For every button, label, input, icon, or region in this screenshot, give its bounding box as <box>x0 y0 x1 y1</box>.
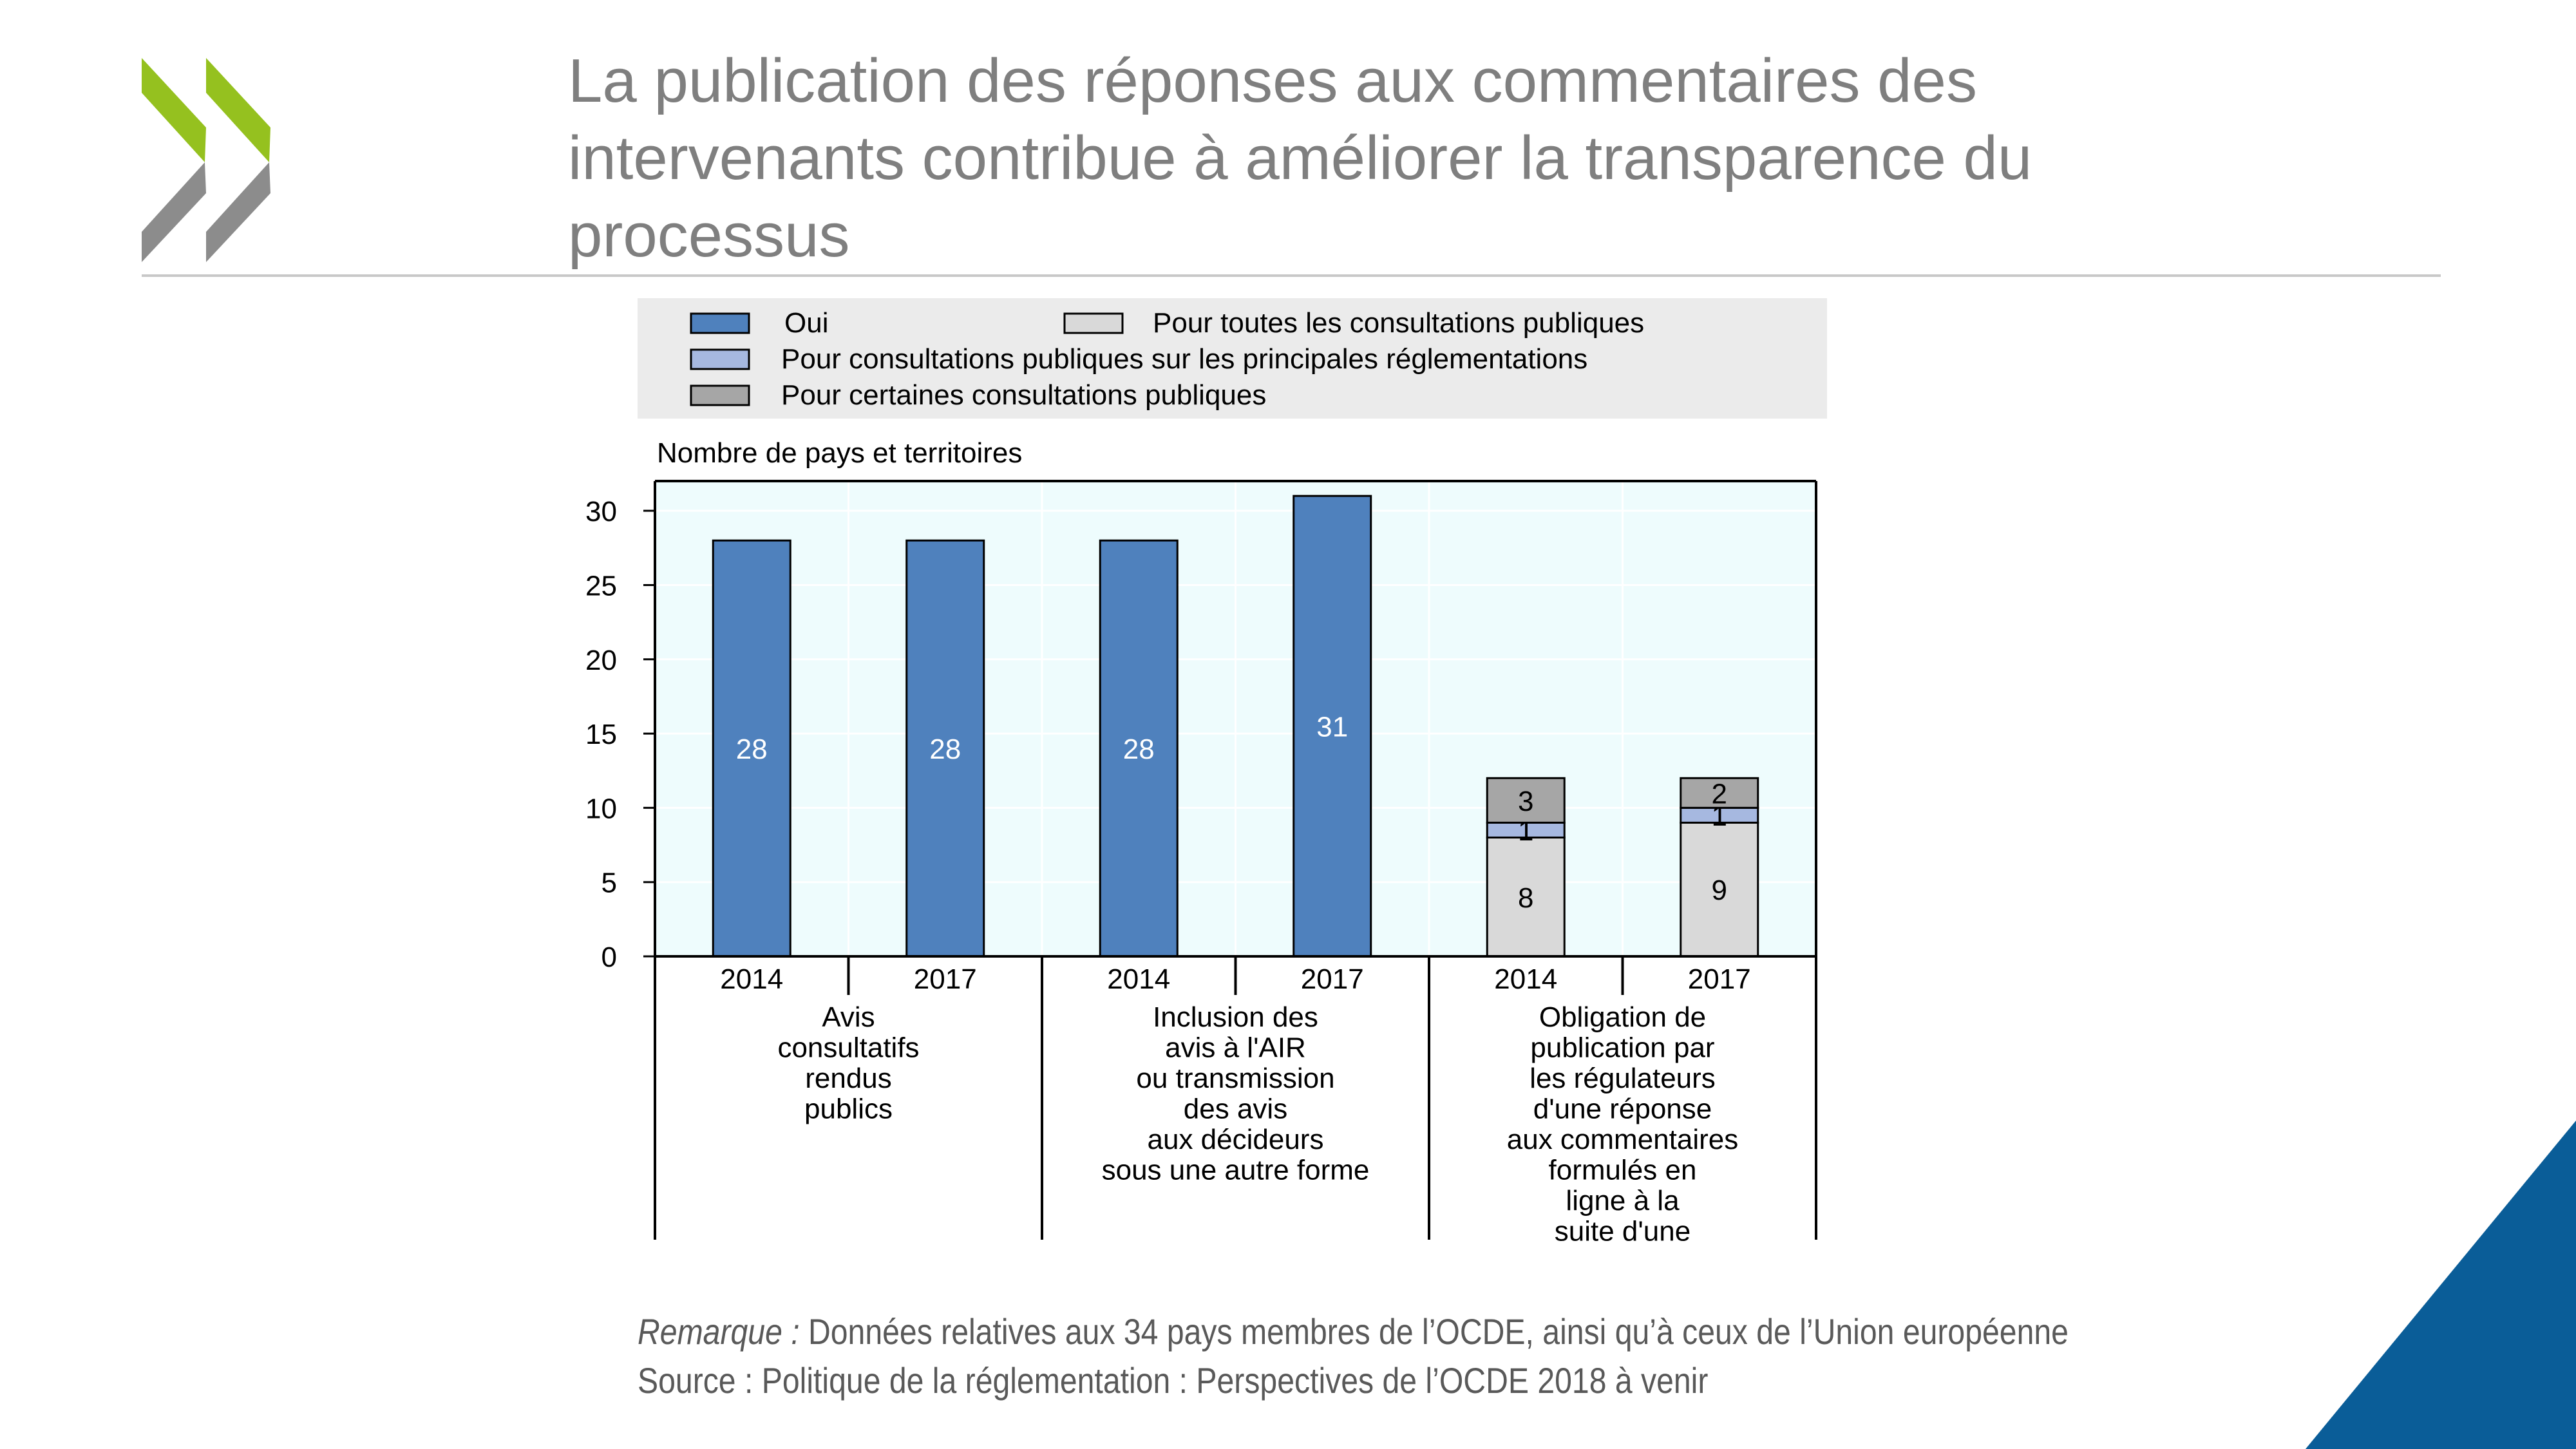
bar-segment <box>1680 821 1759 958</box>
legend-label: Pour consultations publiques sur les pri… <box>781 343 1587 375</box>
corner-triangle <box>2306 1121 2576 1449</box>
data-label: 8 <box>1518 882 1533 914</box>
data-label: 2 <box>1712 778 1727 810</box>
legend-label: Oui <box>784 307 828 339</box>
x-tick-label: 2017 <box>1301 963 1364 995</box>
logo-chevron-green-2 <box>206 58 270 162</box>
oecd-logo <box>135 58 277 267</box>
y-tick-label: 5 <box>601 867 617 899</box>
group-label-line: publication par <box>1530 1032 1714 1064</box>
group-label-line: aux commentaires <box>1507 1124 1738 1155</box>
x-tick-label: 2017 <box>1688 963 1751 995</box>
group-label-line: ligne à la <box>1566 1185 1680 1217</box>
x-tick-label: 2014 <box>1494 963 1557 995</box>
bar-segment <box>1486 777 1566 824</box>
group-label-line: aux décideurs <box>1148 1124 1324 1155</box>
x-tick-label: 2017 <box>914 963 977 995</box>
y-tick-label: 25 <box>585 570 617 601</box>
group-label-line: formulés en <box>1549 1155 1697 1186</box>
legend-background <box>638 298 1827 419</box>
note-line: Remarque : Données relatives aux 34 pays… <box>638 1307 2069 1356</box>
y-tick-label: 10 <box>585 793 617 824</box>
legend-swatch <box>690 384 750 406</box>
group-label-line: les régulateurs <box>1530 1063 1716 1094</box>
x-tick-label: 2014 <box>1107 963 1170 995</box>
legend-label: Pour toutes les consultations publiques <box>1153 307 1644 339</box>
y-tick-label: 15 <box>585 719 617 750</box>
bar-segment <box>1680 777 1759 809</box>
group-label-line: suite d'une <box>1555 1216 1690 1247</box>
logo-chevron-grey-2 <box>206 162 270 262</box>
y-tick-label: 20 <box>585 645 617 676</box>
legend-label: Pour certaines consultations publiques <box>781 379 1266 411</box>
group-label-line: sous une autre forme <box>1102 1155 1370 1186</box>
legend-swatch <box>690 348 750 370</box>
data-label: 9 <box>1712 875 1727 906</box>
note-label: Remarque : <box>638 1311 800 1352</box>
slide-title: La publication des réponses aux commenta… <box>568 46 2032 270</box>
group-label-line: consultatifs <box>777 1032 919 1064</box>
y-tick-label: 30 <box>585 496 617 527</box>
legend: Oui Pour toutes les consultations publiqu… <box>638 298 1827 419</box>
data-label: 28 <box>929 734 961 765</box>
data-label: 28 <box>1123 734 1155 765</box>
group-label-line: d'une réponse <box>1533 1094 1712 1125</box>
bar-segment <box>1293 495 1372 958</box>
bar-segment <box>1099 539 1179 958</box>
plot-area: 0510152025302820142820172820143120178132… <box>585 480 1817 1247</box>
group-label-line: Inclusion des <box>1153 1001 1318 1033</box>
y-axis-label: Nombre de pays et territoires <box>657 437 1022 469</box>
group-label-line: Obligation de <box>1539 1001 1706 1033</box>
group-label-line: publics <box>804 1094 893 1125</box>
group-label-line: Avis <box>822 1001 875 1033</box>
bar-segment <box>1486 837 1566 958</box>
notes: Remarque : Données relatives aux 34 pays… <box>638 1307 2069 1405</box>
data-label: 28 <box>736 734 768 765</box>
legend-swatch <box>1063 312 1124 334</box>
logo-chevron-green-1 <box>142 58 206 162</box>
group-label-line: rendus <box>805 1063 892 1094</box>
title-divider <box>142 274 2441 277</box>
data-label: 3 <box>1518 786 1533 817</box>
legend-swatch <box>690 312 750 334</box>
chart: Oui Pour toutes les consultations publiqu… <box>585 298 1827 1247</box>
group-label-line: ou transmission <box>1136 1063 1334 1094</box>
logo-chevron-grey-1 <box>142 162 206 262</box>
note-text: Données relatives aux 34 pays membres de… <box>799 1311 2069 1352</box>
source-line: Source : Politique de la réglementation … <box>638 1360 1709 1401</box>
y-tick-label: 0 <box>601 942 617 973</box>
group-label-line: des avis <box>1184 1094 1287 1125</box>
bar-segment <box>712 539 791 958</box>
x-tick-label: 2014 <box>720 963 783 995</box>
data-label: 31 <box>1316 712 1348 743</box>
group-label-line: avis à l'AIR <box>1165 1032 1306 1064</box>
